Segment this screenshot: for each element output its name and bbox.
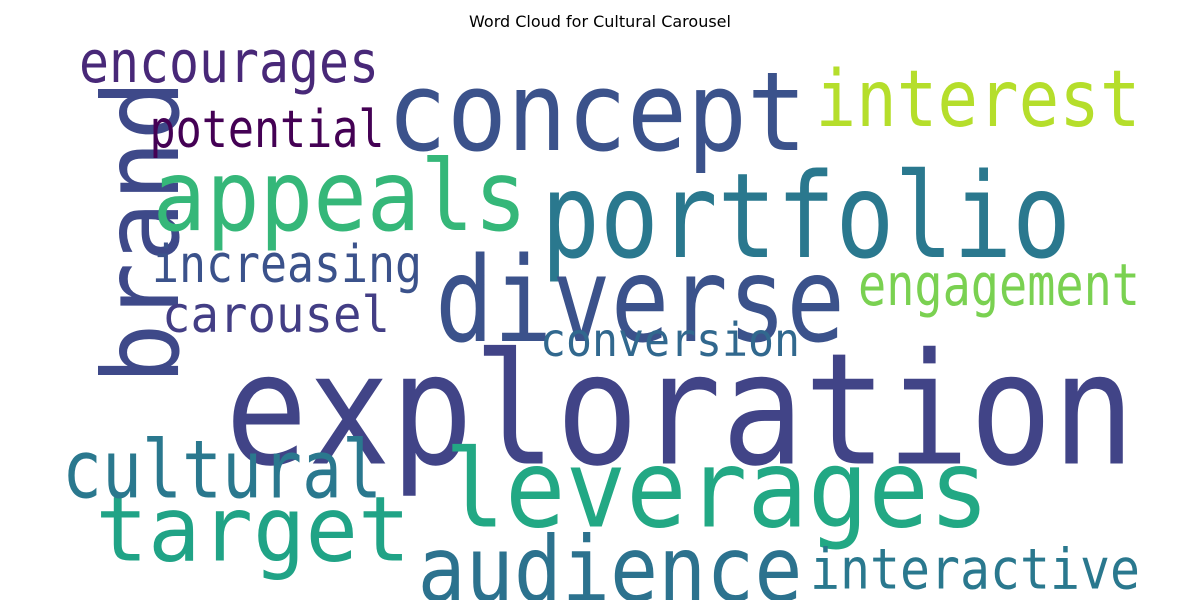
- word-exploration: exploration: [225, 320, 1135, 501]
- word-brand: brand: [81, 80, 203, 385]
- word-interactive: interactive: [810, 538, 1140, 600]
- word-concept: concept: [387, 48, 807, 176]
- word-engagement: engagement: [858, 251, 1140, 319]
- word-carousel: carousel: [162, 286, 390, 344]
- word-diverse: diverse: [435, 231, 845, 369]
- word-conversion: conversion: [540, 313, 800, 367]
- word-audience: audience: [418, 518, 803, 600]
- word-increasing: increasing: [152, 235, 422, 295]
- word-interest: interest: [816, 55, 1141, 145]
- word-target: target: [96, 478, 411, 583]
- chart-title: Word Cloud for Cultural Carousel: [469, 12, 731, 31]
- word-portfolio: portfolio: [541, 147, 1071, 285]
- word-leverages: leverages: [445, 428, 990, 553]
- word-appeals: appeals: [153, 140, 528, 254]
- word-potential: potential: [150, 100, 385, 160]
- word-encourages: encourages: [79, 28, 379, 96]
- word-cultural: cultural: [62, 424, 382, 517]
